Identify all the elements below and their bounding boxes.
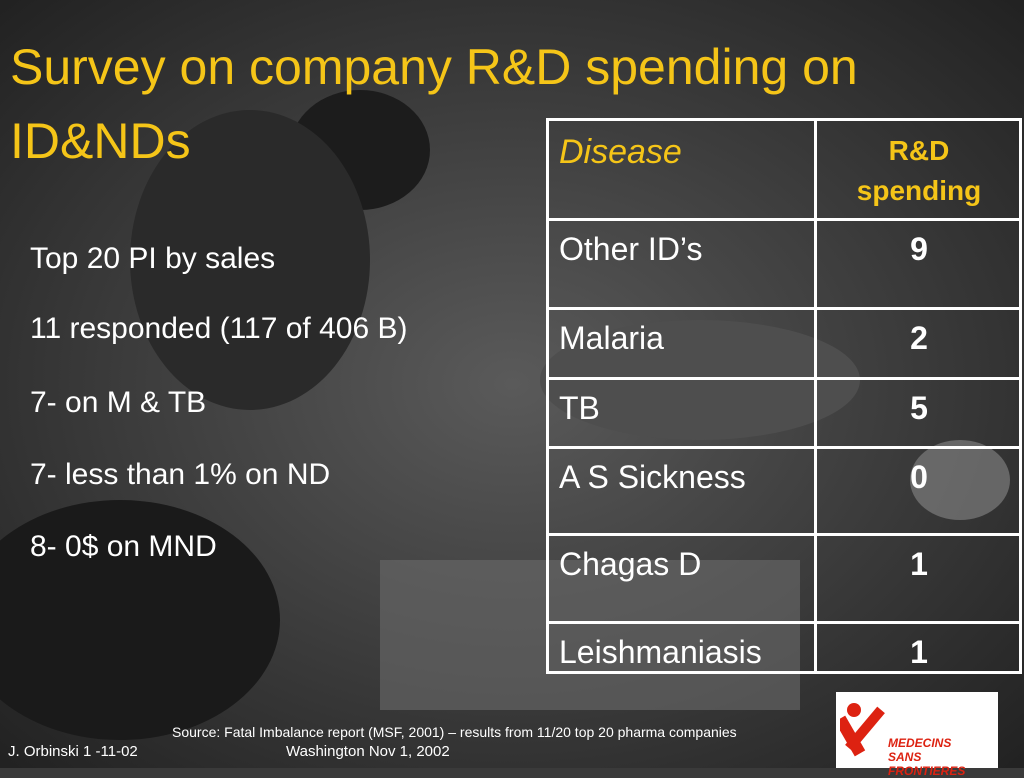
logo-text: SANS FRONTIERES — [888, 750, 966, 778]
spending-cell: 2 — [814, 307, 1022, 380]
msf-logo: MEDECINS SANS FRONTIERES — [836, 692, 998, 778]
table-row: TB 5 — [546, 377, 1022, 449]
data-table: Disease R&D spending Other ID’s 9 Malaria 2 T… — [546, 118, 1022, 674]
source-note: Source: Fatal Imbalance report (MSF, 200… — [172, 724, 737, 740]
logo-symbol — [840, 703, 885, 757]
bullet: 11 responded (117 of 406 B) — [30, 312, 408, 345]
spending-cell: 1 — [814, 533, 1022, 624]
bullet: 8- 0$ on MND — [30, 530, 217, 563]
footer-left: J. Orbinski 1 -11-02 — [8, 743, 138, 760]
bullet: Top 20 PI by sales — [30, 242, 276, 275]
table-row: Other ID’s 9 — [546, 218, 1022, 310]
disease-cell: Other ID’s — [546, 218, 817, 310]
bullet: 7- less than 1% on ND — [30, 458, 331, 491]
spending-cell: 9 — [814, 218, 1022, 310]
footer-center: Washington Nov 1, 2002 — [286, 743, 450, 760]
bullet: 7- on M & TB — [30, 386, 207, 419]
disease-cell: Chagas D — [546, 533, 817, 624]
disease-cell: Malaria — [546, 307, 817, 380]
header-cell: Disease — [546, 118, 817, 221]
header-cell: R&D spending — [814, 118, 1022, 221]
disease-cell: Leishmaniasis — [546, 621, 817, 674]
table-row: A S Sickness 0 — [546, 446, 1022, 536]
slide-title: Survey on company R&D spending on ID&NDs — [10, 39, 858, 169]
spending-cell: 0 — [814, 446, 1022, 536]
table-row: Malaria 2 — [546, 307, 1022, 380]
spending-cell: 1 — [814, 621, 1022, 674]
table-row: Leishmaniasis 1 — [546, 621, 1022, 674]
logo-text: MEDECINS — [888, 736, 952, 750]
disease-cell: A S Sickness — [546, 446, 817, 536]
spending-cell: 5 — [814, 377, 1022, 449]
disease-cell: TB — [546, 377, 817, 449]
